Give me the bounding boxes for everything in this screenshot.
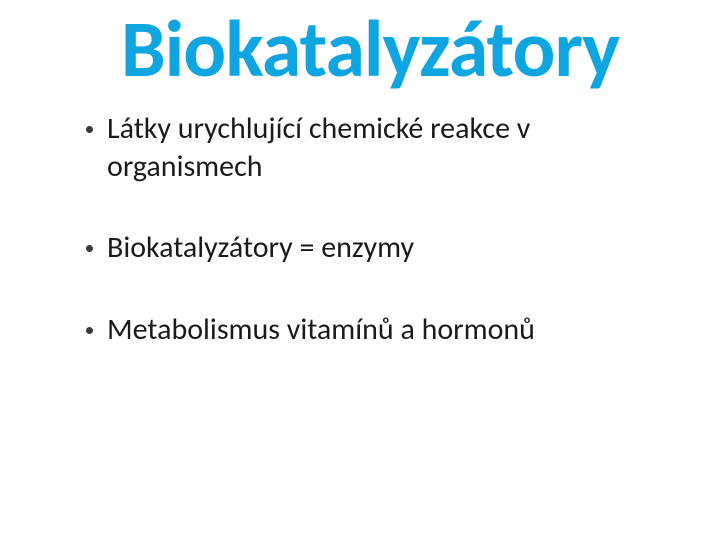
list-item: Metabolismus vitamínů a hormonů (86, 311, 670, 349)
list-item: Látky urychlující chemické reakce v orga… (86, 110, 670, 185)
bullet-list: Látky urychlující chemické reakce v orga… (70, 110, 670, 348)
list-item: Biokatalyzátory = enzymy (86, 229, 670, 267)
slide: Biokatalyzátory Látky urychlující chemic… (0, 0, 720, 540)
bullet-text: Látky urychlující chemické reakce v orga… (107, 110, 670, 185)
slide-title: Biokatalyzátory (70, 0, 670, 92)
bullet-icon (86, 327, 93, 334)
bullet-text: Metabolismus vitamínů a hormonů (107, 311, 535, 349)
bullet-icon (86, 245, 93, 252)
bullet-icon (86, 126, 93, 133)
bullet-text: Biokatalyzátory = enzymy (107, 229, 414, 267)
